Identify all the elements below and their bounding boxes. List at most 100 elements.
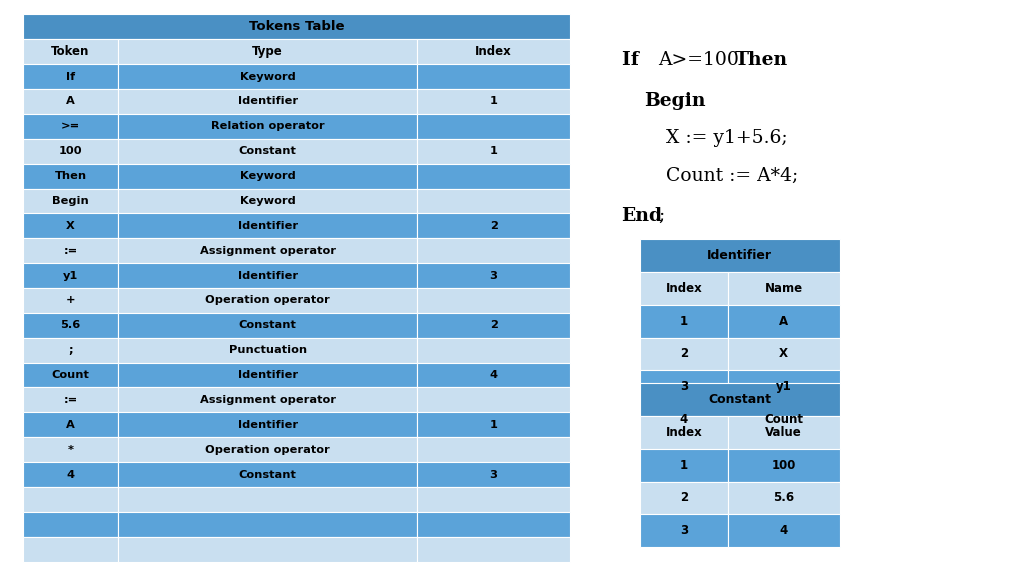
Bar: [119, 213, 417, 238]
Bar: [728, 449, 840, 482]
Bar: [417, 388, 570, 412]
Bar: [728, 305, 840, 338]
Bar: [23, 139, 119, 164]
Bar: [23, 313, 119, 338]
Bar: [23, 238, 119, 263]
Bar: [728, 514, 840, 547]
Text: 5.6: 5.6: [60, 320, 81, 330]
Text: :=: :=: [63, 246, 78, 256]
Text: Assignment operator: Assignment operator: [200, 395, 336, 405]
Text: Identifier: Identifier: [238, 420, 298, 430]
Text: 3: 3: [680, 380, 688, 393]
Bar: [417, 412, 570, 437]
Text: 1: 1: [680, 458, 688, 472]
Text: Count: Count: [51, 370, 89, 380]
Bar: [23, 487, 119, 512]
Bar: [119, 39, 417, 64]
Bar: [417, 188, 570, 213]
Bar: [640, 370, 728, 403]
Text: X: X: [779, 347, 788, 361]
Text: Name: Name: [765, 282, 803, 295]
Text: 3: 3: [680, 524, 688, 537]
Text: 3: 3: [489, 469, 498, 480]
Bar: [23, 39, 119, 64]
Bar: [417, 139, 570, 164]
Bar: [119, 164, 417, 188]
Bar: [23, 412, 119, 437]
Text: >=: >=: [60, 122, 80, 131]
Bar: [119, 537, 417, 562]
Text: Begin: Begin: [644, 92, 706, 110]
Text: Assignment operator: Assignment operator: [200, 246, 336, 256]
Bar: [728, 370, 840, 403]
Text: Count: Count: [764, 413, 803, 426]
Bar: [23, 338, 119, 363]
Text: ;: ;: [657, 207, 665, 225]
Text: Tokens Table: Tokens Table: [249, 20, 344, 33]
Bar: [23, 14, 570, 39]
Text: 2: 2: [489, 221, 498, 231]
Text: Constant: Constant: [709, 393, 771, 406]
Text: Count := A*4;: Count := A*4;: [666, 166, 798, 185]
Bar: [417, 537, 570, 562]
Bar: [728, 272, 840, 305]
Text: y1: y1: [62, 271, 78, 281]
Bar: [119, 263, 417, 288]
Bar: [23, 164, 119, 188]
Bar: [417, 288, 570, 313]
Bar: [23, 114, 119, 139]
Text: 1: 1: [489, 420, 498, 430]
Bar: [119, 512, 417, 537]
Bar: [417, 512, 570, 537]
Text: Constant: Constant: [239, 146, 297, 156]
Bar: [119, 437, 417, 462]
Text: Relation operator: Relation operator: [211, 122, 325, 131]
Text: A: A: [67, 96, 75, 107]
Text: Token: Token: [51, 45, 90, 58]
Bar: [640, 482, 728, 514]
Text: 4: 4: [67, 469, 75, 480]
Bar: [640, 338, 728, 370]
Text: Constant: Constant: [239, 320, 297, 330]
Text: A: A: [67, 420, 75, 430]
Text: Constant: Constant: [239, 469, 297, 480]
Bar: [119, 363, 417, 388]
Bar: [640, 272, 728, 305]
Text: Index: Index: [666, 282, 702, 295]
Bar: [728, 338, 840, 370]
Text: 2: 2: [489, 320, 498, 330]
Text: If: If: [66, 71, 75, 82]
Text: 2: 2: [680, 347, 688, 361]
Text: Then: Then: [735, 51, 788, 70]
Bar: [23, 89, 119, 114]
Bar: [417, 164, 570, 188]
Text: 100: 100: [58, 146, 82, 156]
Text: y1: y1: [776, 380, 792, 393]
Bar: [23, 188, 119, 213]
Text: Keyword: Keyword: [240, 196, 296, 206]
Text: Keyword: Keyword: [240, 71, 296, 82]
Bar: [640, 305, 728, 338]
Text: 3: 3: [489, 271, 498, 281]
Bar: [417, 462, 570, 487]
Bar: [119, 188, 417, 213]
Bar: [119, 388, 417, 412]
Text: *: *: [68, 445, 74, 454]
Bar: [417, 39, 570, 64]
Text: Begin: Begin: [52, 196, 89, 206]
Text: Punctuation: Punctuation: [228, 345, 307, 355]
Bar: [23, 512, 119, 537]
Bar: [119, 64, 417, 89]
Text: Index: Index: [666, 426, 702, 439]
Bar: [23, 537, 119, 562]
Bar: [417, 263, 570, 288]
Text: 100: 100: [771, 458, 796, 472]
Text: Type: Type: [252, 45, 283, 58]
Bar: [640, 449, 728, 482]
Bar: [23, 64, 119, 89]
Bar: [640, 416, 728, 449]
Bar: [23, 462, 119, 487]
Bar: [119, 412, 417, 437]
Bar: [119, 238, 417, 263]
Bar: [119, 462, 417, 487]
